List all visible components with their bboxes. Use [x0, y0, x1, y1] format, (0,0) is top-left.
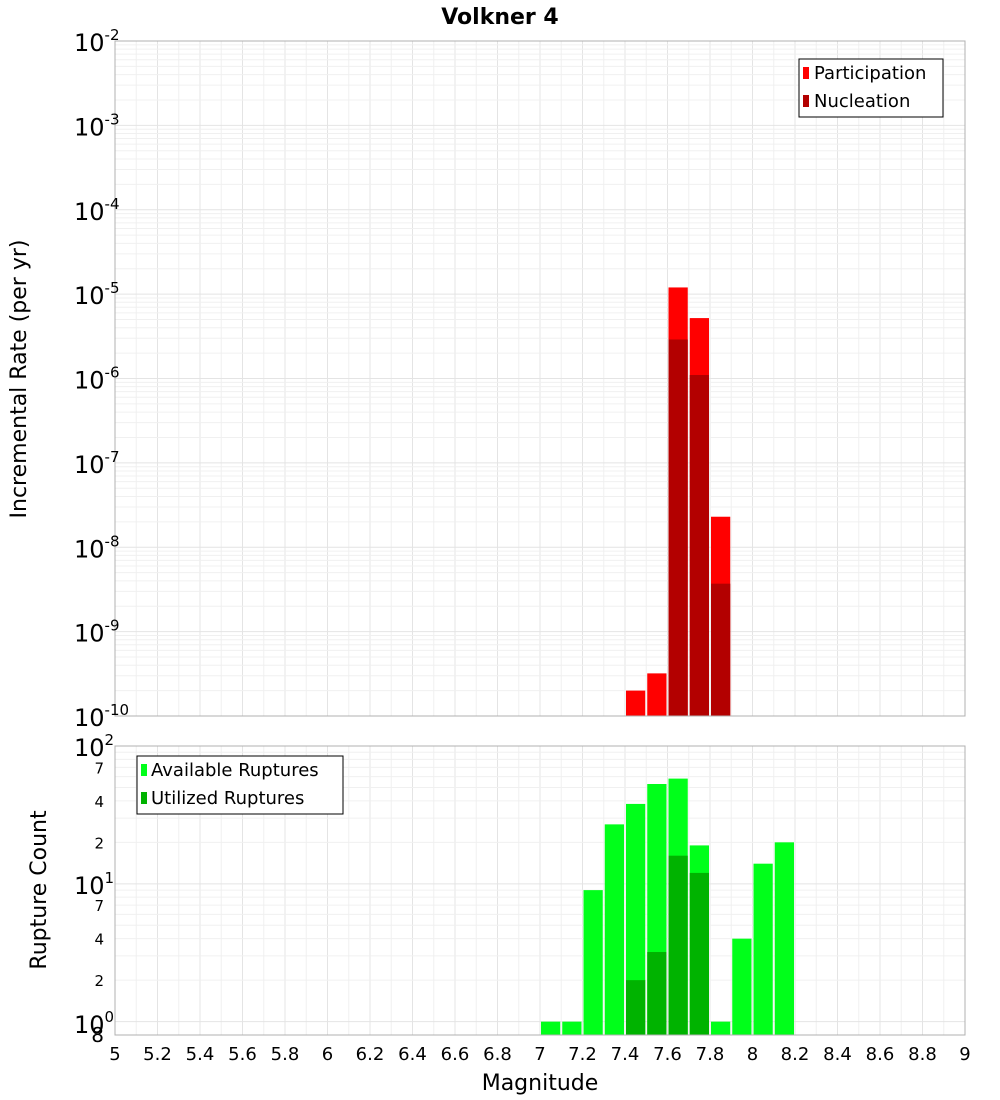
- top-panel: 10-2 10-3 10-4 10-5 10-6 10-7 10-8 10-9 10-10 In…: [7, 26, 966, 732]
- top-y-tick-label: 10-7: [74, 448, 120, 479]
- x-tick-label: 8: [747, 1044, 758, 1065]
- bottom-bars: [541, 778, 794, 1035]
- top-y-tick-label: 10-6: [74, 364, 120, 395]
- bar-available-ruptures: [562, 1021, 582, 1035]
- bottom-y-minor-tick-label: 2: [94, 972, 104, 990]
- x-tick-label: 6.2: [356, 1044, 385, 1065]
- x-tick-label: 7.8: [696, 1044, 725, 1065]
- bottom-y-minor-tick-label: 4: [94, 793, 104, 811]
- bottom-legend-label: Available Ruptures: [151, 760, 319, 781]
- bottom-legend: Available Ruptures Utilized Ruptures: [136, 755, 344, 815]
- bar-utilized-ruptures: [647, 952, 667, 1035]
- x-tick-label: 7.2: [568, 1044, 597, 1065]
- bar-available-ruptures: [604, 824, 624, 1035]
- x-tick-label: 8.8: [908, 1044, 937, 1065]
- bar-nucleation: [689, 375, 709, 716]
- top-legend-box: [798, 58, 944, 118]
- bottom-y-minor-tick-label: 2: [94, 834, 104, 852]
- top-legend-label: Nucleation: [814, 91, 910, 112]
- top-y-tick-label: 10-9: [74, 617, 120, 648]
- x-tick-label: 5.4: [186, 1044, 215, 1065]
- x-tick-label: 5.8: [271, 1044, 300, 1065]
- x-tick-label: 5.2: [143, 1044, 172, 1065]
- x-tick-label: 5: [109, 1044, 120, 1065]
- bar-available-ruptures: [541, 1021, 561, 1035]
- bar-nucleation: [668, 339, 688, 716]
- top-legend-swatch: [803, 67, 809, 79]
- bar-participation: [647, 673, 667, 716]
- top-legend-swatch: [803, 95, 809, 107]
- bottom-y-ticks: 102 101 100 7 4 2 7 4 2 8: [74, 731, 114, 1047]
- top-y-tick-label: 10-8: [74, 532, 120, 563]
- top-y-tick-label: 10-2: [74, 26, 120, 57]
- bottom-plot-border: [114, 745, 966, 1036]
- top-y-tick-label: 10-4: [74, 195, 120, 226]
- top-bars: [626, 287, 731, 716]
- bottom-y-tick-label: 102: [74, 731, 114, 762]
- x-axis-label: Magnitude: [482, 1071, 599, 1096]
- bar-utilized-ruptures: [626, 980, 646, 1035]
- x-tick-label: 5.6: [228, 1044, 257, 1065]
- bar-available-ruptures: [626, 803, 646, 1035]
- x-tick-label: 6.4: [398, 1044, 427, 1065]
- bar-available-ruptures: [583, 890, 603, 1035]
- x-tick-label: 7.4: [611, 1044, 640, 1065]
- top-y-tick-label: 10-10: [74, 701, 129, 732]
- x-tick-label: 9: [959, 1044, 970, 1065]
- bar-participation: [626, 690, 646, 716]
- bottom-grid: [114, 745, 966, 1035]
- top-y-tick-label: 10-5: [74, 279, 120, 310]
- bottom-legend-swatch: [141, 792, 147, 804]
- bar-utilized-ruptures: [689, 872, 709, 1035]
- bar-available-ruptures: [774, 842, 794, 1035]
- bottom-y-minor-tick-label: 4: [94, 931, 104, 949]
- x-tick-label: 6.8: [483, 1044, 512, 1065]
- bottom-y-tick-label: 101: [74, 869, 114, 900]
- x-tick-label: 7: [534, 1044, 545, 1065]
- top-grid: [114, 41, 966, 717]
- bar-available-ruptures: [711, 1021, 731, 1035]
- top-y-ticks: 10-2 10-3 10-4 10-5 10-6 10-7 10-8 10-9 10-10: [74, 26, 129, 732]
- top-y-tick-label: 10-3: [74, 110, 120, 141]
- bottom-y-minor-tick-label: 8: [91, 1023, 104, 1047]
- bottom-y-tick-label: 100: [74, 1008, 114, 1039]
- bar-available-ruptures: [753, 863, 773, 1035]
- bar-nucleation: [711, 583, 731, 716]
- x-tick-label: 8.4: [823, 1044, 852, 1065]
- x-tick-label: 8.2: [781, 1044, 810, 1065]
- bottom-panel: 102 101 100 7 4 2 7 4 2 8 5 5.2 5.4 5.6 5.8 6 6.2 6.4 6.6…: [27, 731, 971, 1096]
- top-y-axis-label: Incremental Rate (per yr): [7, 240, 32, 519]
- x-ticks: 5 5.2 5.4 5.6 5.8 6 6.2 6.4 6.6 6.8 7 7.2 7.4 7.6 7.8 8…: [109, 1044, 970, 1065]
- top-legend: Participation Nucleation: [798, 58, 944, 118]
- bottom-legend-label: Utilized Ruptures: [151, 788, 304, 809]
- x-tick-label: 8.6: [866, 1044, 895, 1065]
- x-tick-label: 6: [322, 1044, 333, 1065]
- bottom-legend-box: [136, 755, 344, 815]
- top-plot-border: [114, 40, 966, 717]
- x-tick-label: 6.6: [441, 1044, 470, 1065]
- x-tick-label: 7.6: [653, 1044, 682, 1065]
- bottom-legend-swatch: [141, 764, 147, 776]
- top-legend-label: Participation: [814, 63, 926, 84]
- bottom-y-minor-tick-label: 7: [94, 897, 104, 915]
- bottom-y-minor-tick-label: 7: [94, 759, 104, 777]
- chart-title: Volkner 4: [441, 5, 559, 30]
- bottom-y-axis-label: Rupture Count: [27, 810, 52, 970]
- bar-utilized-ruptures: [668, 855, 688, 1035]
- bar-available-ruptures: [732, 938, 752, 1035]
